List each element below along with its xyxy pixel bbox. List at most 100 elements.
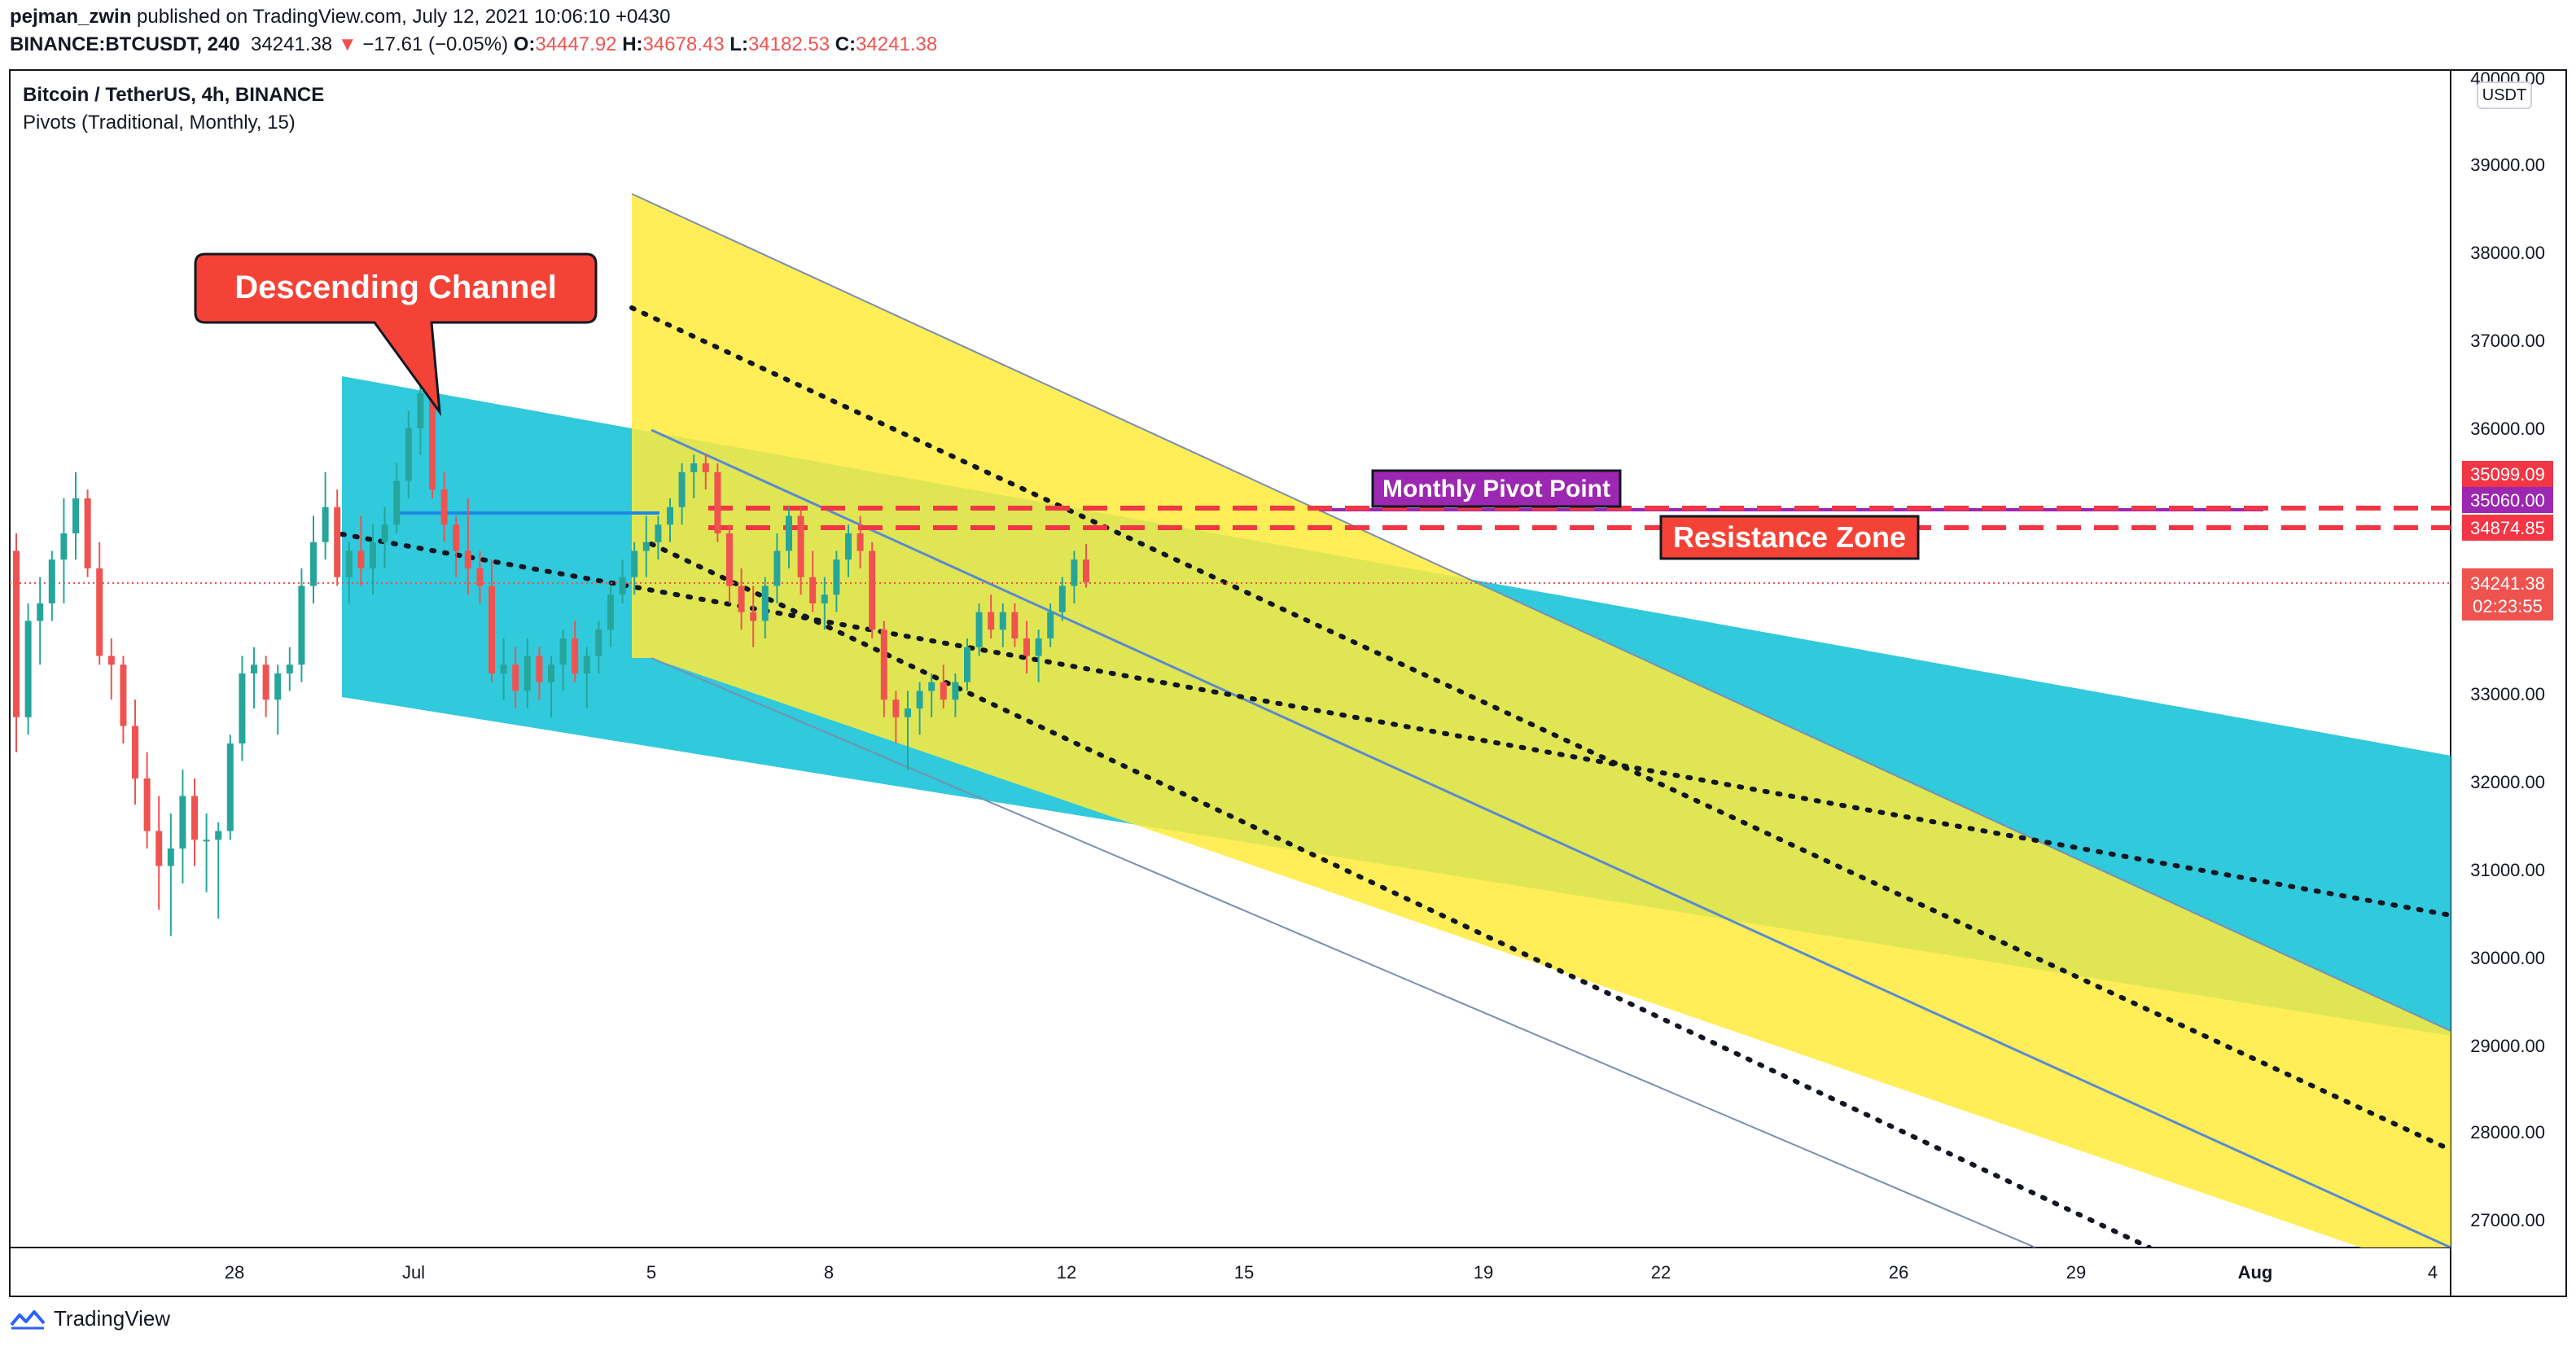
monthly-pivot-callout[interactable]: Monthly Pivot Point xyxy=(1371,469,1622,508)
candle-body xyxy=(322,506,329,542)
candle-body xyxy=(334,506,341,577)
candle-body xyxy=(607,594,614,630)
candle-body xyxy=(916,691,923,708)
candle-body xyxy=(1011,612,1019,638)
published-text: published on TradingView.com, July 12, 2… xyxy=(137,6,671,28)
price-axis[interactable]: 40000.00 39000.00 38000.00 37000.00 3600… xyxy=(2470,68,2545,1230)
price-badge-text: 34241.38 xyxy=(2470,573,2545,594)
candle-body xyxy=(298,585,305,665)
candle-body xyxy=(370,542,376,568)
x-tick-label: 28 xyxy=(225,1262,244,1283)
candle-body xyxy=(132,726,138,778)
candle-body xyxy=(631,550,638,577)
candlestick-series xyxy=(13,375,1089,936)
candle-body xyxy=(964,647,970,682)
candle-body xyxy=(714,471,721,533)
candle-body xyxy=(60,533,68,560)
tradingview-brand[interactable]: TradingView xyxy=(54,1306,171,1331)
y-tick-label: 38000.00 xyxy=(2470,243,2545,263)
close-label: C: xyxy=(835,33,856,55)
y-tick-label: 29000.00 xyxy=(2470,1036,2545,1056)
y-tick-label: 39000.00 xyxy=(2470,155,2545,175)
candle-body xyxy=(690,463,698,472)
low-value: 34182.53 xyxy=(747,33,830,55)
open-label: O: xyxy=(513,33,536,55)
currency-unit-button[interactable]: USDT xyxy=(2477,81,2532,109)
x-tick-label: Jul xyxy=(402,1262,425,1283)
descending-channel-label: Descending Channel xyxy=(234,270,557,305)
candle-body xyxy=(536,656,543,682)
high-value: 34678.43 xyxy=(642,33,725,55)
candle-body xyxy=(107,656,115,665)
candle-body xyxy=(262,664,269,700)
candle-body xyxy=(1023,638,1030,656)
x-tick-label: 5 xyxy=(646,1262,656,1283)
candle-body xyxy=(345,550,353,577)
descending-channel-callout[interactable]: Descending Channel xyxy=(194,252,598,417)
candle-body xyxy=(251,664,257,673)
time-axis[interactable]: 28 Jul 5 8 12 15 19 22 26 29 Aug 4 xyxy=(225,1262,2438,1283)
candle-body xyxy=(702,463,709,472)
price-badge-resistance-bottom: 34874.85 xyxy=(2462,515,2553,541)
candle-body xyxy=(405,428,412,481)
price-badge-last: 34241.38 02:23:55 xyxy=(2462,568,2553,620)
candle-body xyxy=(761,585,769,621)
candle-body xyxy=(167,849,174,866)
y-tick-label: 31000.00 xyxy=(2470,860,2545,880)
candle-body xyxy=(833,559,840,595)
y-tick-label: 30000.00 xyxy=(2470,948,2545,968)
candle-body xyxy=(179,796,186,849)
candle-body xyxy=(143,778,151,831)
resistance-zone-callout[interactable]: Resistance Zone xyxy=(1659,515,1920,560)
legend-indicator[interactable]: Pivots (Traditional, Monthly, 15) xyxy=(23,112,296,134)
price-badge-resistance-top: 35099.09 xyxy=(2462,461,2553,487)
candle-body xyxy=(524,656,531,691)
candle-body xyxy=(619,577,626,595)
candle-body xyxy=(583,656,590,673)
candle-body xyxy=(464,550,471,568)
candle-body xyxy=(892,699,900,717)
candle-body xyxy=(84,498,91,568)
price-change: −17.61 (−0.05%) xyxy=(362,33,509,55)
candle-body xyxy=(96,568,103,656)
candle-body xyxy=(215,831,222,840)
candle-body xyxy=(559,638,567,665)
candle-body xyxy=(595,629,602,656)
candle-body xyxy=(286,664,293,673)
candle-body xyxy=(239,673,246,743)
close-value: 34241.38 xyxy=(856,33,938,55)
yellow-channel-bottom-edge xyxy=(651,657,2036,1248)
tradingview-logo-icon xyxy=(10,1309,46,1329)
candle-body xyxy=(988,612,995,630)
candle-body xyxy=(773,550,781,586)
candle-body xyxy=(975,612,983,647)
legend-title[interactable]: Bitcoin / TetherUS, 4h, BINANCE xyxy=(23,84,325,106)
candle-body xyxy=(750,612,757,621)
price-badge-text: 35099.09 xyxy=(2470,464,2545,485)
candle-body xyxy=(880,629,887,700)
down-arrow-icon: ▼ xyxy=(337,33,357,55)
candle-body xyxy=(274,673,282,700)
candle-body xyxy=(488,585,495,673)
candle-body xyxy=(393,480,401,525)
yellow-channel-lower-midline xyxy=(649,542,2152,1248)
candle-body xyxy=(845,533,852,560)
x-tick-label: 19 xyxy=(1474,1262,1493,1283)
price-badge-text: 35060.00 xyxy=(2470,490,2545,511)
candle-body xyxy=(726,533,733,586)
candle-body xyxy=(417,393,424,428)
candle-body xyxy=(191,796,198,840)
candle-body xyxy=(156,831,163,866)
chart-header: pejman_zwin published on TradingView.com… xyxy=(10,3,937,59)
candle-body xyxy=(821,594,828,603)
publisher-name[interactable]: pejman_zwin xyxy=(10,6,132,28)
countdown-text: 02:23:55 xyxy=(2473,596,2543,616)
yellow-descending-channel[interactable] xyxy=(632,194,2451,1248)
candle-body xyxy=(1035,638,1042,656)
footer: TradingView xyxy=(10,1306,170,1331)
candle-body xyxy=(940,682,947,700)
resistance-zone-label: Resistance Zone xyxy=(1673,520,1906,554)
candle-body xyxy=(512,664,519,691)
candle-body xyxy=(905,708,911,717)
